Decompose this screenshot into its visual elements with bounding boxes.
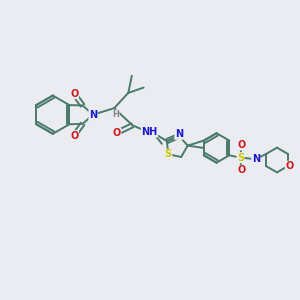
Text: O: O <box>70 130 79 141</box>
Text: H: H <box>112 110 119 119</box>
Text: N: N <box>252 154 260 164</box>
Text: S: S <box>165 149 172 159</box>
Text: O: O <box>238 165 246 175</box>
Text: N: N <box>175 129 183 139</box>
Text: O: O <box>285 161 294 171</box>
Text: O: O <box>238 140 246 150</box>
Text: NH: NH <box>141 127 158 137</box>
Text: O: O <box>113 128 121 138</box>
Text: S: S <box>237 153 244 163</box>
Text: O: O <box>70 89 79 99</box>
Text: N: N <box>89 110 97 120</box>
